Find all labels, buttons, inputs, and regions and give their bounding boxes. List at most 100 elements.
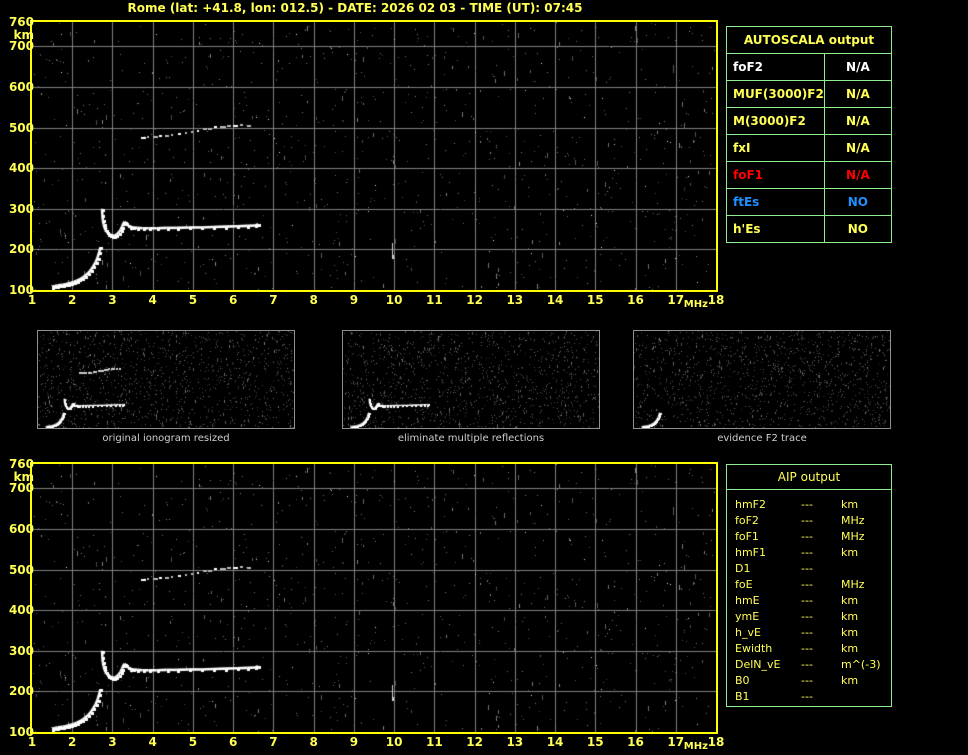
thumbnail-eliminate-multiple-reflections[interactable] [342,330,600,429]
autoscala-value-fxi: N/A [823,134,893,162]
autoscala-value-muf3000f2: N/A [823,80,893,108]
autoscala-param-m3000f2: M(3000)F2 [726,107,825,135]
x-tick-label: 12 [466,293,483,307]
y-tick-label: 400 [8,603,34,618]
x-tick-label: 6 [228,293,238,307]
x-tick-label: 15 [586,293,604,307]
x-tick-label: 17 [667,293,685,307]
autoscala-row: h'Es NO [726,215,893,243]
autoscala-header-row: AUTOSCALA output [726,26,892,54]
autoscala-param-muf3000f2: MUF(3000)F2 [726,80,825,108]
y-tick-label: 200 [8,684,34,699]
thumbnail-evidence-f2-trace[interactable] [633,330,891,429]
x-tick-label: 14 [546,293,564,307]
x-tick-label: 3 [108,293,117,307]
x-tick-label: 8 [309,293,318,307]
autoscala-title: AUTOSCALA output [726,26,892,54]
y-tick-label: 400 [8,161,34,176]
aip-row-yme: ymE --- km [735,609,891,625]
x-tick-label: 6 [228,735,238,749]
aip-row-fof2: foF2 --- MHz [735,513,891,529]
aip-param-value: --- [801,642,813,655]
x-tick-label: 4 [148,735,157,749]
y-tick-label: 200 [8,242,34,257]
x-tick-label: 13 [506,293,524,307]
aip-param-value: --- [801,498,813,511]
aip-param-value: --- [801,514,813,527]
ionogram-bottom-canvas [32,464,716,732]
y-tick-label: 760 [8,457,34,471]
aip-param-name: B1 [735,690,750,703]
aip-row-hme: hmE --- km [735,593,891,609]
y-axis-unit: km [13,470,34,484]
aip-param-unit: MHz [841,578,865,591]
page-title: Rome (lat: +41.8, lon: 012.5) - DATE: 20… [127,1,583,15]
aip-row-hmf1: hmF1 --- km [735,545,891,561]
aip-param-name: hmF2 [735,498,767,511]
x-tick-label: 3 [108,735,117,749]
x-tick-label: 1 [27,293,37,307]
aip-param-unit: km [841,594,859,607]
aip-row-hve: h_vE --- km [735,625,891,641]
aip-row-ewidth: Ewidth --- km [735,641,891,657]
autoscala-param-hes: h'Es [726,215,825,243]
aip-param-value: --- [801,594,813,607]
aip-row-d1: D1 --- [735,561,891,577]
autoscala-param-fof1: foF1 [726,161,825,189]
aip-param-name: ymE [735,610,760,623]
ionogram-top-plot[interactable] [30,20,718,292]
aip-param-value: --- [801,690,813,703]
y-tick-label: 600 [8,79,34,94]
aip-param-name: foF1 [735,530,759,543]
aip-param-value: --- [801,562,813,575]
x-tick-label: 5 [188,293,198,307]
aip-title: AIP output [727,465,891,490]
y-tick-label: 300 [8,201,34,216]
aip-param-unit: m^(-3) [841,658,881,671]
thumbnail-original-ionogram[interactable] [37,330,295,429]
aip-param-value: --- [801,610,813,623]
aip-param-unit: km [841,642,859,655]
y-tick-label: 760 [8,15,34,29]
y-tick-label: 500 [8,120,34,135]
autoscala-row: foF1 N/A [726,161,893,189]
x-axis-unit: MHz [683,299,708,310]
thumbnail-2-canvas [634,331,890,428]
autoscala-param-fof2: foF2 [726,53,825,81]
aip-row-hmf2: hmF2 --- km [735,497,891,513]
autoscala-row: MUF(3000)F2 N/A [726,80,893,108]
autoscala-value-hes: NO [823,215,893,243]
aip-param-value: --- [801,546,813,559]
x-tick-label: 14 [546,735,564,749]
x-tick-label: 9 [349,735,359,749]
x-tick-label: 16 [627,293,644,307]
autoscala-value-m3000f2: N/A [823,107,893,135]
aip-param-value: --- [801,658,813,671]
x-tick-label: 15 [586,735,604,749]
aip-row-delnve: DelN_vE --- m^(-3) [735,657,891,673]
x-tick-label: 18 [707,735,725,749]
aip-output-panel: AIP output hmF2 --- km foF2 --- MHz foF1 --- MHz… [726,464,892,707]
x-tick-label: 13 [506,735,524,749]
x-tick-label: 12 [466,735,483,749]
aip-param-unit: km [841,610,859,623]
ionogram-bottom-plot[interactable] [30,462,718,734]
aip-param-unit: km [841,674,859,687]
aip-row-b1: B1 --- [735,689,891,705]
aip-param-name: Ewidth [735,642,773,655]
aip-param-name: D1 [735,562,751,575]
thumbnail-1-canvas [343,331,599,428]
aip-row-fof1: foF1 --- MHz [735,529,891,545]
x-tick-label: 7 [269,735,278,749]
aip-param-name: DelN_vE [735,658,781,671]
aip-param-unit: MHz [841,530,865,543]
aip-param-name: hmE [735,594,760,607]
autoscala-param-fxi: fxI [726,134,825,162]
aip-param-name: foF2 [735,514,759,527]
aip-param-unit: MHz [841,514,865,527]
autoscala-row: ftEs NO [726,188,893,216]
aip-param-name: B0 [735,674,750,687]
aip-param-name: hmF1 [735,546,767,559]
y-tick-label: 300 [8,643,34,658]
y-axis-unit: km [13,28,34,42]
